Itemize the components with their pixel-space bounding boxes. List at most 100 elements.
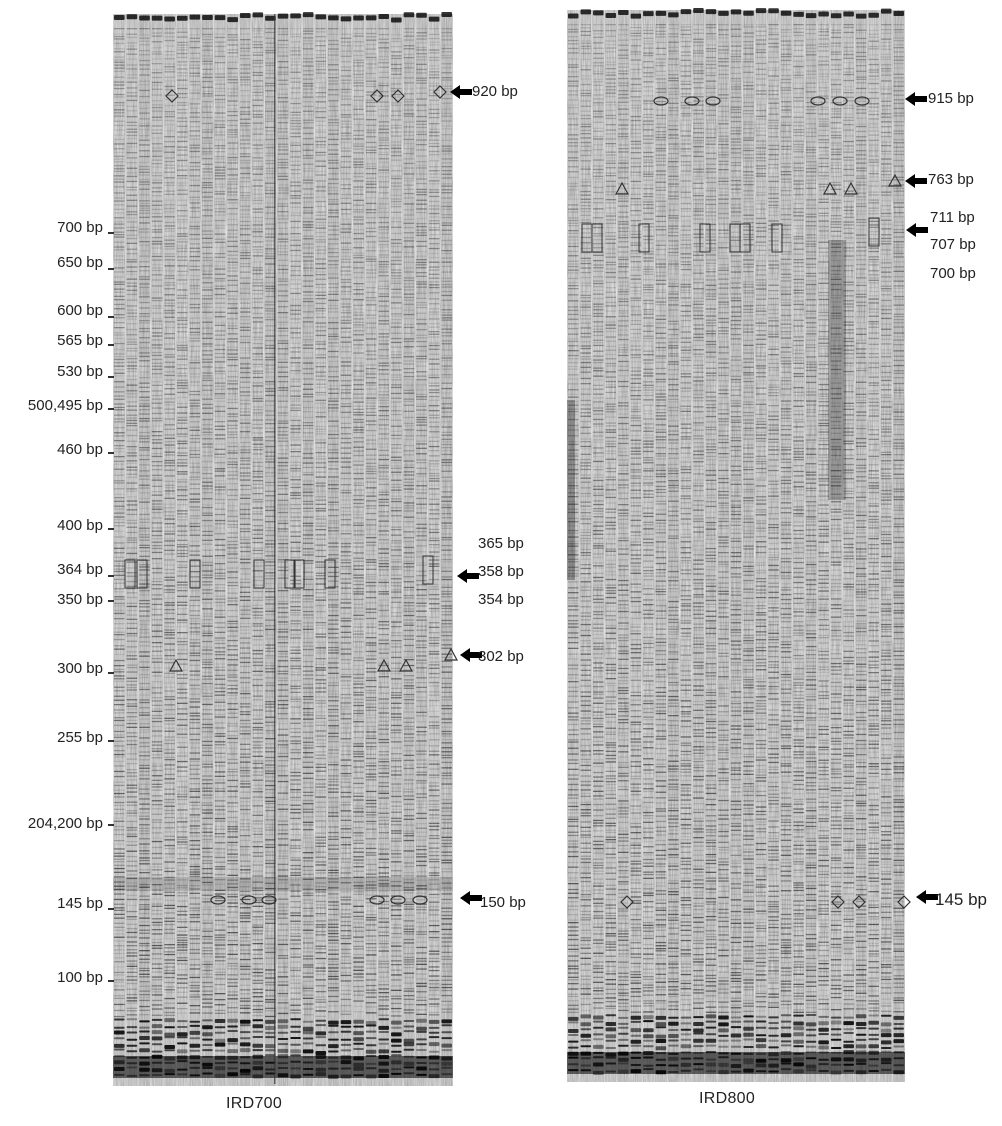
oval-marker-icon [390,895,406,905]
diamond-marker-icon [831,895,845,909]
ladder-tick [108,575,114,577]
ladder-label-145: 145 bp [57,895,103,912]
ird800-gel [567,8,905,1082]
oval-marker-icon [854,96,870,106]
marker-label-763: 763 bp [928,171,974,188]
ladder-tick [108,408,114,410]
oval-marker-icon [261,895,277,905]
ladder-label-650: 650 bp [57,254,103,271]
box-marker-icon [293,559,305,589]
ladder-label-350: 350 bp [57,591,103,608]
triangle-marker-icon [443,647,459,661]
triangle-marker-icon [614,181,630,195]
box-marker-icon [771,223,783,253]
box-marker-icon [638,223,650,253]
ladder-label-300: 300 bp [57,660,103,677]
box-marker-icon [739,223,751,253]
ladder-tick [108,740,114,742]
box-marker-icon [136,559,148,589]
ladder-label-400: 400 bp [57,517,103,534]
diamond-marker-icon [391,89,405,103]
ird700-title: IRD700 [226,1095,283,1112]
ladder-tick [108,824,114,826]
box-marker-icon [253,559,265,589]
ladder-label-600: 600 bp [57,302,103,319]
ladder-label-100: 100 bp [57,969,103,986]
oval-marker-icon [369,895,385,905]
ladder-tick [108,980,114,982]
diamond-marker-icon [620,895,634,909]
marker-label-302: 302 bp [478,648,524,665]
ird800-smear [828,240,846,500]
ladder-tick [108,344,114,346]
marker-label-915: 915 bp [928,90,974,107]
box-marker-icon [422,555,434,585]
ladder-label-700: 700 bp [57,219,103,236]
triangle-marker-icon [887,173,903,187]
ladder-tick [108,376,114,378]
arrow-icon [906,223,928,237]
box-marker-icon [699,223,711,253]
arrow-icon [916,890,938,904]
diamond-marker-icon [165,89,179,103]
marker-label-145: 145 bp [935,890,987,909]
oval-marker-icon [705,96,721,106]
triangle-marker-icon [168,658,184,672]
box-marker-icon [284,559,296,589]
arrow-icon [450,85,472,99]
marker-label-920: 920 bp [472,83,518,100]
triangle-marker-icon [822,181,838,195]
oval-marker-icon [810,96,826,106]
ladder-tick [108,528,114,530]
oval-marker-icon [241,895,257,905]
ladder-tick [108,452,114,454]
ird700-lane-divider [274,14,276,1084]
marker-label-700: 700 bp [930,265,976,282]
oval-marker-icon [210,895,226,905]
band-markers [124,85,938,909]
ladder-label-255: 255 bp [57,729,103,746]
ird800-title: IRD800 [699,1090,756,1107]
ladder-label-204-200: 204,200 bp [27,815,103,832]
marker-label-711: 711 bp [930,209,975,226]
marker-label-354: 354 bp [478,591,524,608]
oval-marker-icon [684,96,700,106]
ladder-tick [108,600,114,602]
ladder-label-460: 460 bp [57,441,103,458]
ird700-smear [113,877,453,891]
ladder-tick [108,316,114,318]
diamond-marker-icon [852,895,866,909]
arrow-icon [460,891,482,905]
ladder-tick [108,232,114,234]
ladder-label-565: 565 bp [57,332,103,349]
diamond-marker-icon [370,89,384,103]
marker-label-358: 358 bp [478,563,524,580]
arrow-icon [460,648,482,662]
arrow-icon [905,92,927,106]
ladder-label-500-495: 500,495 bp [27,397,103,414]
ird800-edge-smear [567,400,575,580]
arrow-icon [457,569,479,583]
marker-label-365: 365 bp [478,535,524,552]
oval-marker-icon [653,96,669,106]
box-marker-icon [591,223,603,253]
box-marker-icon [868,217,880,247]
diamond-marker-icon [897,895,911,909]
triangle-marker-icon [398,658,414,672]
ladder-label-530: 530 bp [57,363,103,380]
marker-label-150: 150 bp [480,894,526,911]
diamond-marker-icon [433,85,447,99]
ladder-tick [108,268,114,270]
triangle-marker-icon [376,658,392,672]
box-marker-icon [324,559,336,589]
ladder-tick [108,908,114,910]
oval-marker-icon [412,895,428,905]
ladder-tick [108,672,114,674]
arrow-icon [905,174,927,188]
box-marker-icon [124,559,136,589]
ladder-label-364: 364 bp [57,561,103,578]
marker-label-707: 707 bp [930,236,976,253]
box-marker-icon [189,559,201,589]
oval-marker-icon [832,96,848,106]
